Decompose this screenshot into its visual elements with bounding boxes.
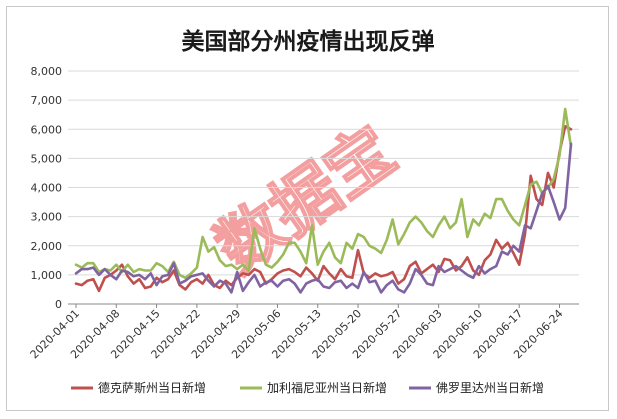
y-tick-label: 7,000 xyxy=(31,94,63,107)
y-tick-label: 3,000 xyxy=(31,211,63,224)
y-tick-label: 5,000 xyxy=(31,152,63,165)
line-chart: 数据宝 01,0002,0003,0004,0005,0006,0007,000… xyxy=(28,28,579,395)
y-tick-label: 2,000 xyxy=(31,240,63,253)
legend: 德克萨斯州当日新增 加利福尼亚州当日新增 佛罗里达州当日新增 xyxy=(71,380,544,395)
chart-frame: 数据宝 0 1,000 2,000 3,000 4,000 5,000 6,000 7,000… xyxy=(6,6,609,411)
y-tick-label: 8,000 xyxy=(31,65,63,78)
x-tick-labels: 2020-04-012020-04-082020-04-152020-04-22… xyxy=(28,304,566,361)
y-tick-label: 0 xyxy=(55,298,62,311)
y-tick-label: 6,000 xyxy=(31,123,63,136)
y-tick-label: 1,000 xyxy=(31,269,63,282)
series-line-1 xyxy=(74,125,573,293)
legend-label-2: 加利福尼亚州当日新增 xyxy=(267,380,387,395)
series-lines xyxy=(74,107,573,294)
legend-label-1: 德克萨斯州当日新增 xyxy=(98,380,206,395)
legend-label-3: 佛罗里达州当日新增 xyxy=(436,380,544,395)
y-tick-label: 4,000 xyxy=(31,182,63,195)
series-line-3 xyxy=(74,142,573,294)
series-line-2 xyxy=(74,107,573,280)
y-tick-labels: 0 1,000 2,000 3,000 4,000 5,000 6,000 7,000 8,00… xyxy=(31,65,63,311)
grid-lines xyxy=(68,70,579,276)
chart-title: 美国部分州疫情出现反弹 xyxy=(182,28,435,55)
